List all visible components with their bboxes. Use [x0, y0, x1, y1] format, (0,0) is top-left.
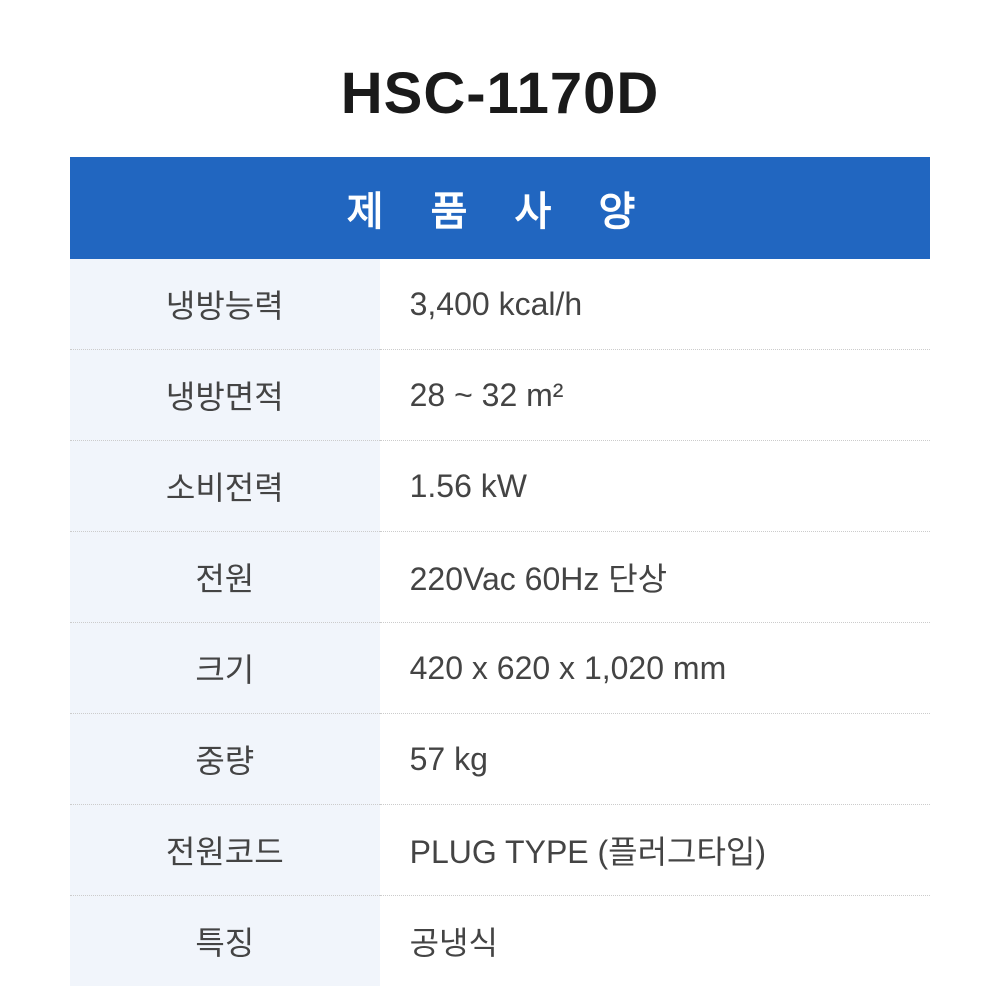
spec-value: 공냉식	[380, 896, 930, 987]
spec-value: PLUG TYPE (플러그타입)	[380, 805, 930, 896]
spec-table-header-row: 제 품 사 양	[70, 157, 930, 259]
table-row: 전원코드 PLUG TYPE (플러그타입)	[70, 805, 930, 896]
table-row: 특징 공냉식	[70, 896, 930, 987]
spec-value: 1.56 kW	[380, 441, 930, 532]
table-row: 크기 420 x 620 x 1,020 mm	[70, 623, 930, 714]
spec-label: 중량	[70, 714, 380, 805]
spec-table: 제 품 사 양 냉방능력 3,400 kcal/h 냉방면적 28 ~ 32 m…	[70, 157, 930, 986]
spec-value: 3,400 kcal/h	[380, 259, 930, 350]
product-title: HSC-1170D	[70, 60, 930, 127]
spec-label: 특징	[70, 896, 380, 987]
spec-label: 냉방능력	[70, 259, 380, 350]
spec-table-header: 제 품 사 양	[70, 157, 930, 259]
spec-value: 28 ~ 32 m²	[380, 350, 930, 441]
spec-label: 전원	[70, 532, 380, 623]
spec-value: 57 kg	[380, 714, 930, 805]
table-row: 전원 220Vac 60Hz 단상	[70, 532, 930, 623]
spec-value: 220Vac 60Hz 단상	[380, 532, 930, 623]
table-row: 냉방면적 28 ~ 32 m²	[70, 350, 930, 441]
table-row: 중량 57 kg	[70, 714, 930, 805]
table-row: 소비전력 1.56 kW	[70, 441, 930, 532]
spec-label: 냉방면적	[70, 350, 380, 441]
spec-label: 전원코드	[70, 805, 380, 896]
spec-label: 소비전력	[70, 441, 380, 532]
table-row: 냉방능력 3,400 kcal/h	[70, 259, 930, 350]
spec-label: 크기	[70, 623, 380, 714]
spec-value: 420 x 620 x 1,020 mm	[380, 623, 930, 714]
